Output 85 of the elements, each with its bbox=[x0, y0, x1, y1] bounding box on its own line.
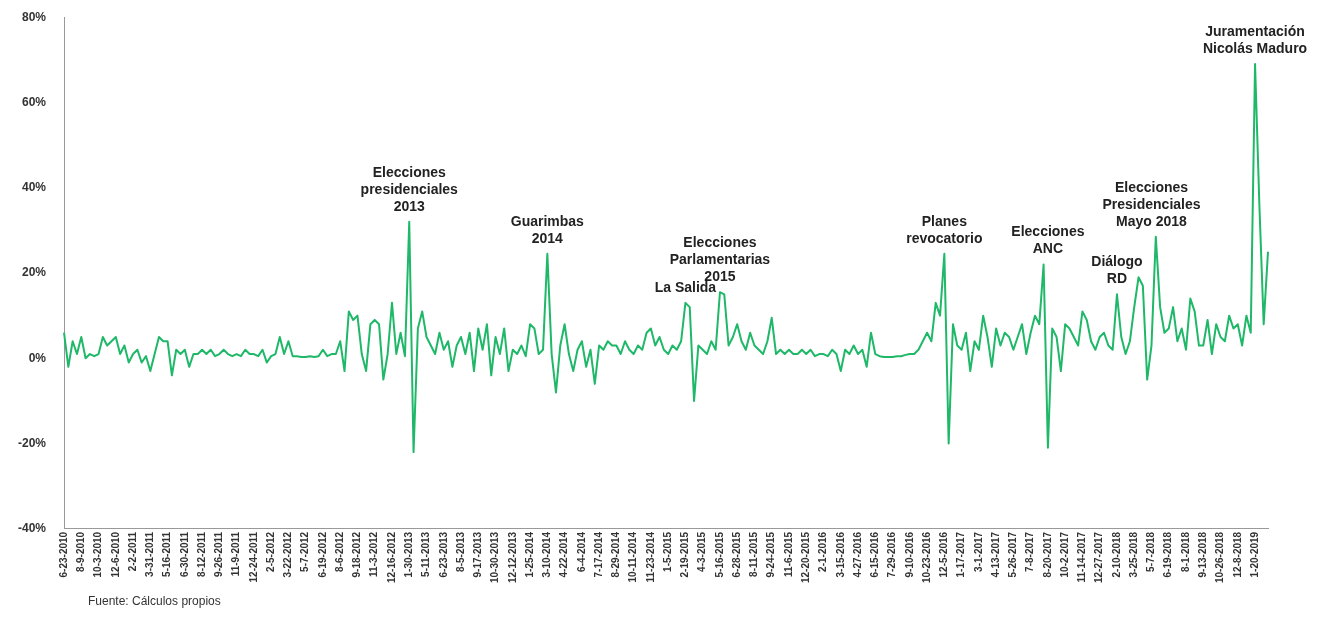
x-tick-label: 12-20-2015 bbox=[800, 531, 812, 583]
x-tick-label: 8-11-2015 bbox=[748, 531, 760, 577]
x-tick-label: 10-26-2018 bbox=[1214, 531, 1226, 583]
x-tick-label: 1-25-2014 bbox=[523, 531, 535, 578]
x-tick-label: 10-30-2013 bbox=[489, 531, 501, 583]
x-tick-label: 2-5-2012 bbox=[264, 531, 276, 572]
source-note: Fuente: Cálculos propios bbox=[88, 594, 221, 608]
x-tick-label: 5-7-2018 bbox=[1145, 531, 1157, 572]
x-tick-label: 11-9-2011 bbox=[230, 531, 242, 577]
x-tick-label: 11-6-2015 bbox=[782, 531, 794, 577]
y-tick-label: 40% bbox=[21, 180, 47, 195]
x-tick-label: 2-2-2011 bbox=[126, 531, 138, 572]
x-tick-label: 9-17-2013 bbox=[472, 531, 484, 578]
x-tick-label: 6-4-2014 bbox=[575, 531, 587, 572]
x-tick-label: 3-10-2014 bbox=[541, 531, 553, 578]
annotation: Elecciones presidenciales 2013 bbox=[360, 163, 459, 214]
x-tick-label: 4-22-2014 bbox=[558, 531, 570, 578]
x-tick-label: 10-3-2010 bbox=[92, 531, 104, 578]
x-tick-label: 6-23-2013 bbox=[437, 531, 449, 578]
x-tick-label: 6-28-2015 bbox=[730, 531, 742, 578]
x-tick-label: 1-20-2019 bbox=[1248, 531, 1260, 578]
x-tick-label: 3-15-2016 bbox=[834, 531, 846, 578]
x-tick-label: 6-19-2018 bbox=[1162, 531, 1174, 578]
x-tick-label: 8-29-2014 bbox=[610, 531, 622, 578]
x-tick-label: 9-18-2012 bbox=[351, 531, 363, 578]
y-tick-label: -20% bbox=[18, 435, 47, 450]
x-tick-label: 8-9-2010 bbox=[75, 531, 87, 572]
x-tick-label: 11-23-2014 bbox=[644, 531, 656, 583]
x-tick-label: 9-10-2016 bbox=[903, 531, 915, 578]
x-tick-label: 3-1-2017 bbox=[972, 531, 984, 572]
x-tick-label: 2-1-2016 bbox=[817, 531, 829, 572]
x-tick-label: 5-16-2011 bbox=[161, 531, 173, 577]
x-tick-label: 10-23-2016 bbox=[920, 531, 932, 583]
x-tick-label: 3-31-2011 bbox=[144, 531, 156, 577]
x-tick-label: 1-30-2013 bbox=[402, 531, 414, 578]
x-tick-label: 5-11-2013 bbox=[420, 531, 432, 577]
x-tick-label: 12-16-2012 bbox=[385, 531, 397, 583]
x-tick-label: 12-12-2013 bbox=[506, 531, 518, 583]
annotation: Guarimbas 2014 bbox=[510, 212, 585, 246]
x-tick-label: 12-5-2016 bbox=[938, 531, 950, 578]
x-tick-label: 11-3-2012 bbox=[368, 531, 380, 577]
x-tick-label: 7-29-2016 bbox=[886, 531, 898, 578]
x-tick-label: 7-17-2014 bbox=[592, 531, 604, 578]
x-tick-label: 12-8-2018 bbox=[1231, 531, 1243, 578]
x-tick-label: 9-13-2018 bbox=[1197, 531, 1209, 578]
x-tick-label: 5-16-2015 bbox=[713, 531, 725, 578]
x-tick-label: 10-2-2017 bbox=[1058, 531, 1070, 578]
annotation: Juramentación Nicolás Maduro bbox=[1202, 22, 1308, 56]
annotation: Elecciones ANC bbox=[1011, 223, 1085, 257]
x-tick-label: 1-17-2017 bbox=[955, 531, 967, 578]
x-tick-label: 2-19-2015 bbox=[679, 531, 691, 578]
y-tick-label: 80% bbox=[21, 9, 47, 24]
x-tick-label: 8-20-2017 bbox=[1041, 531, 1053, 578]
x-tick-label: 2-10-2018 bbox=[1110, 531, 1122, 578]
annotation: Diálogo RD bbox=[1091, 253, 1143, 287]
x-tick-label: 8-1-2018 bbox=[1179, 531, 1191, 572]
x-tick-label: 4-13-2017 bbox=[989, 531, 1001, 578]
y-tick-label: 20% bbox=[21, 265, 47, 280]
x-tick-label: 10-11-2014 bbox=[627, 531, 639, 583]
x-tick-label: 1-5-2015 bbox=[661, 531, 673, 572]
x-tick-label: 6-30-2011 bbox=[178, 531, 190, 577]
y-tick-label: 60% bbox=[21, 94, 47, 109]
x-tick-label: 9-24-2015 bbox=[765, 531, 777, 578]
x-tick-label: 5-26-2017 bbox=[1007, 531, 1019, 578]
x-tick-label: 8-5-2013 bbox=[454, 531, 466, 572]
annotation: Elecciones Presidenciales Mayo 2018 bbox=[1102, 178, 1201, 229]
y-tick-label: 0% bbox=[28, 350, 47, 365]
y-tick-label: -40% bbox=[18, 521, 47, 536]
x-tick-label: 8-12-2011 bbox=[195, 531, 207, 577]
x-tick-label: 9-26-2011 bbox=[213, 531, 225, 577]
x-tick-label: 3-22-2012 bbox=[282, 531, 294, 578]
x-tick-label: 4-3-2015 bbox=[696, 531, 708, 572]
x-tick-label: 8-6-2012 bbox=[333, 531, 345, 572]
x-tick-label: 3-25-2018 bbox=[1127, 531, 1139, 578]
x-tick-label: 6-15-2016 bbox=[869, 531, 881, 578]
x-tick-label: 12-27-2017 bbox=[1093, 531, 1105, 583]
x-tick-label: 11-14-2017 bbox=[1076, 531, 1088, 583]
x-tick-label: 4-27-2016 bbox=[851, 531, 863, 578]
x-tick-label: 7-8-2017 bbox=[1024, 531, 1036, 572]
x-tick-label: 12-24-2011 bbox=[247, 531, 259, 583]
x-tick-label: 6-23-2010 bbox=[57, 531, 69, 578]
x-tick-label: 12-6-2010 bbox=[109, 531, 121, 578]
x-tick-label: 6-19-2012 bbox=[316, 531, 328, 578]
x-tick-label: 5-7-2012 bbox=[299, 531, 311, 572]
annotation: Planes revocatorio bbox=[906, 212, 983, 246]
